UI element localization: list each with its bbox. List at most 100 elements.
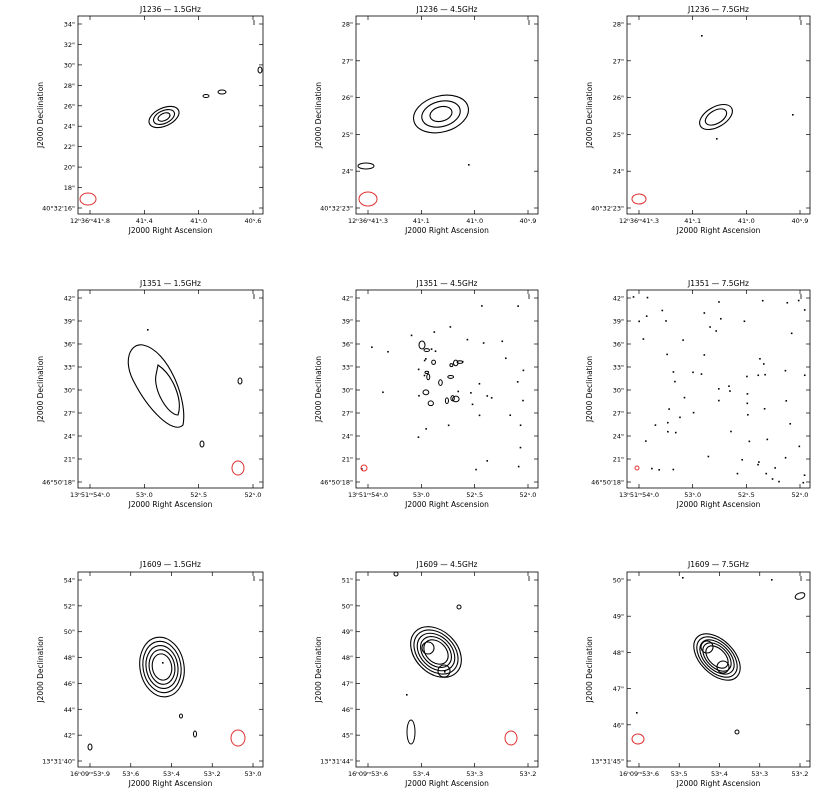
panel: J1236 — 7.5GHz 28" 27" 26" 25" 24" 40°32'23" 12… [585, 5, 811, 235]
noise-contour [456, 604, 462, 610]
noise-speck [638, 320, 641, 323]
beam-ellipse [504, 730, 518, 746]
y-tick-label: 42" [64, 732, 75, 740]
contour-level [148, 105, 180, 129]
noise-speck [470, 392, 472, 394]
y-axis-label: J2000 Declination [36, 82, 45, 149]
x-tick-label: 13ʰ51ᵐ54ˢ.0 [619, 491, 659, 499]
y-tick-label: 52" [64, 602, 75, 610]
noise-speck [490, 397, 493, 399]
x-tick-label: 13ʰ51ᵐ54ˢ.0 [70, 491, 110, 499]
noise-speck [475, 468, 477, 471]
noise-contour [393, 571, 399, 577]
beam-ellipse [634, 465, 640, 471]
noise-speck [672, 371, 675, 373]
y-tick-label: 30" [342, 387, 353, 395]
peak-contour [700, 640, 714, 654]
y-tick-label: 27" [613, 57, 624, 65]
contour-level [699, 103, 733, 131]
noise-speck [707, 455, 710, 458]
panel: J1609 — 1.5GHz 54" 52" 50" 48" 46" 44" 42" 13°31… [36, 560, 264, 788]
noise-speck [728, 385, 730, 387]
noise-speck [757, 463, 759, 466]
noise-speck [746, 375, 748, 378]
panel: J1609 — 7.5GHz 50" 49" 48" 47" 46" 13°31'45" 16… [585, 560, 811, 788]
y-tick-label: 26" [64, 102, 75, 110]
noise-speck [730, 430, 732, 433]
y-tick-label: 48" [64, 654, 75, 662]
x-tick-label: 53ˢ.0 [684, 491, 701, 499]
plot-frame [77, 15, 264, 215]
noise-speck [758, 461, 760, 463]
noise-speck [433, 331, 436, 333]
y-tick-label: 24" [64, 123, 75, 131]
y-tick-label: 30" [64, 61, 75, 69]
noise-contour [447, 374, 455, 379]
y-tick-label: 21" [64, 456, 75, 464]
y-tick-label: 39" [342, 318, 353, 326]
noise-speck [803, 474, 806, 477]
noise-speck [417, 436, 420, 438]
noise-speck [501, 340, 504, 343]
noise-speck [417, 368, 420, 371]
noise-speck [761, 299, 764, 302]
noise-speck [692, 411, 695, 414]
y-tick-label: 30" [613, 387, 624, 395]
x-tick-label: 53ˢ.2 [792, 770, 809, 778]
x-tick-label: 41ˢ.0 [738, 217, 755, 225]
noise-speck [646, 296, 649, 299]
noise-speck [803, 309, 806, 311]
noise-speck [444, 671, 446, 673]
noise-speck [763, 407, 766, 410]
y-tick-label: 39" [613, 318, 624, 326]
x-tick-label: 41ˢ.1 [684, 217, 701, 225]
noise-speck [729, 390, 731, 392]
x-tick-label: 53ˢ.2 [520, 770, 537, 778]
beam-ellipse [360, 464, 368, 472]
panel-title: J1609 — 7.5GHz [687, 560, 749, 569]
noise-speck [509, 414, 512, 417]
x-tick-label: 12ʰ36ᵐ41ˢ.3 [348, 217, 388, 225]
noise-speck [718, 399, 720, 402]
y-tick-label: 36" [64, 341, 75, 349]
x-axis-label: J2000 Right Ascension [404, 500, 489, 509]
noise-speck [692, 371, 694, 374]
y-tick-label: 32" [64, 41, 75, 49]
y-tick-label: 27" [342, 410, 353, 418]
y-tick-label: 25" [342, 131, 353, 139]
y-tick-label: 21" [613, 456, 624, 464]
noise-speck [519, 446, 522, 449]
x-tick-label: 53ˢ.3 [751, 770, 768, 778]
panel-title: J1609 — 1.5GHz [139, 560, 201, 569]
beam-ellipse [631, 733, 645, 745]
y-tick-label: 24" [613, 433, 624, 441]
noise-speck [651, 467, 653, 470]
contour-level [410, 626, 462, 678]
y-axis-label: J2000 Declination [585, 82, 594, 149]
y-tick-label: 46" [613, 721, 624, 729]
noise-speck [466, 338, 469, 341]
x-axis-label: J2000 Right Ascension [404, 226, 489, 235]
y-tick-label: 49" [342, 628, 353, 636]
x-tick-label: 53ˢ.0 [136, 491, 153, 499]
peak-contour [716, 660, 730, 674]
contour-level [416, 632, 456, 672]
noise-speck [743, 320, 746, 323]
x-tick-label: 53ˢ.0 [413, 491, 430, 499]
y-axis-label: J2000 Declination [585, 636, 594, 703]
noise-contour [427, 400, 434, 407]
noise-speck [667, 430, 669, 433]
noise-speck [683, 396, 686, 399]
noise-contour [87, 743, 93, 751]
plot-frame [77, 289, 264, 489]
noise-speck [449, 326, 452, 328]
y-tick-label: 46" [64, 680, 75, 688]
plot-frame [77, 571, 264, 768]
y-tick-label: 47" [613, 685, 624, 693]
y-tick-label: 36" [613, 341, 624, 349]
contour-level [696, 636, 738, 678]
noise-speck [746, 393, 749, 395]
y-tick-label: 28" [64, 82, 75, 90]
noise-contour [199, 440, 205, 448]
noise-speck [482, 342, 485, 344]
